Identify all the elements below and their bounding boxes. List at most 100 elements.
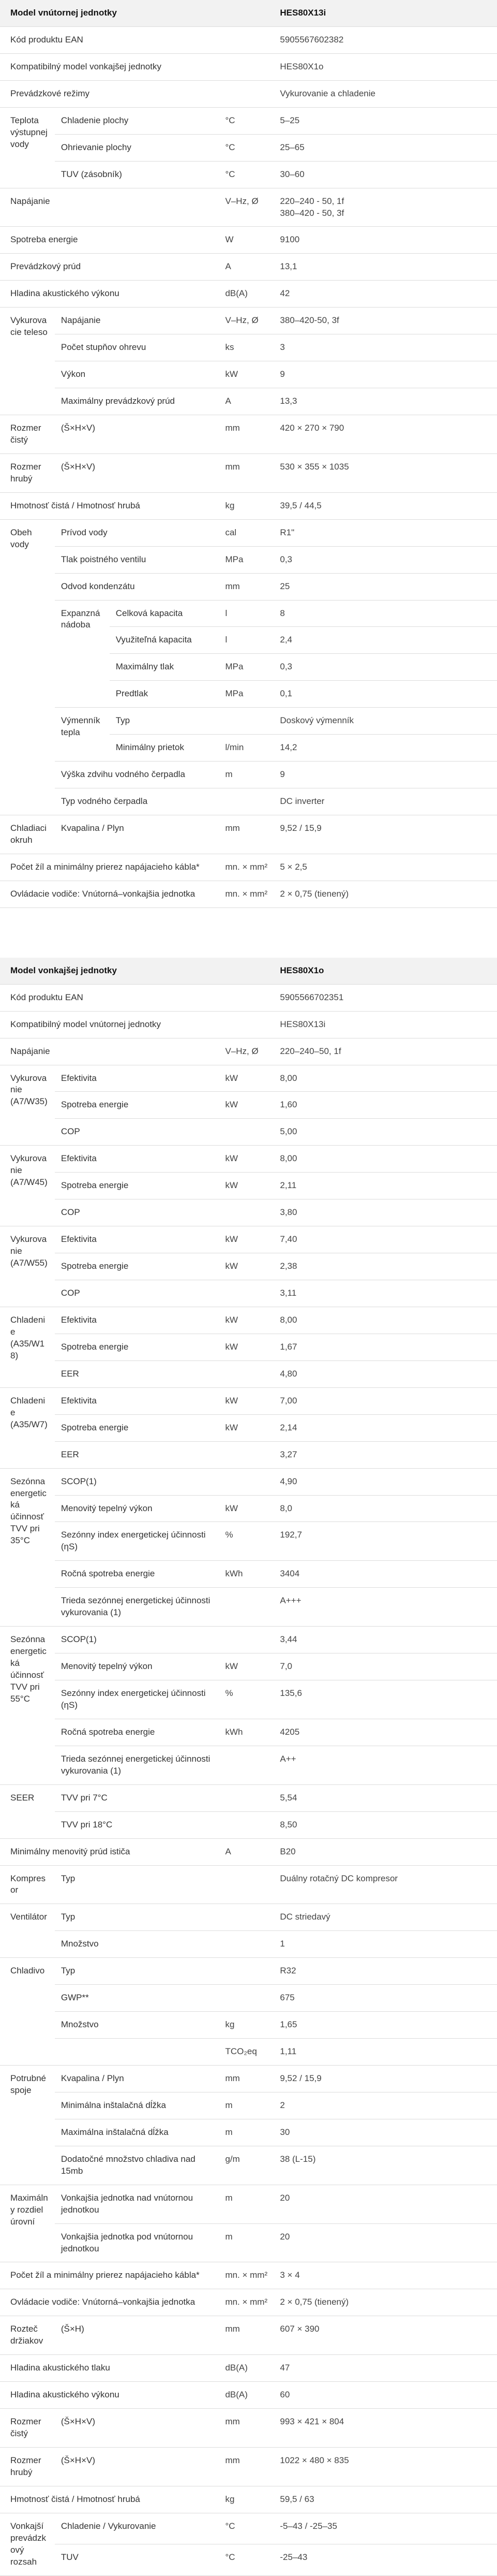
- row-label: Prevádzkové režimy: [0, 80, 274, 108]
- row-unit: [219, 1811, 274, 1839]
- spec-row: Vonkajší prevádzkový rozsah Chladenie / V…: [0, 2513, 497, 2576]
- group-label: Potrubné spoje: [0, 2065, 55, 2185]
- row-value: 380–420-50, 3f: [274, 307, 497, 335]
- spec-row: Počet žíl a minimálny prierez napájacieh…: [0, 2262, 497, 2290]
- row-value: 9,52 / 15,9: [274, 2065, 497, 2092]
- row-unit: [219, 707, 274, 735]
- spec-row: Rozmer hrubý (Š×H×V) mm 1022 × 480 × 835: [0, 2447, 497, 2486]
- row-value: 0,1: [274, 680, 497, 708]
- row-unit: dB(A): [219, 2354, 274, 2382]
- group-subsublabel: Typ: [109, 707, 219, 735]
- row-value: 1: [274, 1930, 497, 1958]
- group-sublabel: Minimálna inštalačná dĺžka: [54, 2092, 219, 2119]
- group-sublabel: Chladenie plochy: [54, 107, 219, 135]
- row-unit: mm: [219, 2408, 274, 2448]
- spec-row: Maximálny tlak MPa 0,3: [0, 653, 497, 681]
- row-sublabel: (Š×H×V): [54, 453, 219, 493]
- group-label: Ventilátor: [0, 1904, 55, 1958]
- row-unit: kg: [219, 2011, 274, 2039]
- row-label: Rozmer čistý: [0, 2408, 55, 2448]
- spec-row: Trieda sezónnej energetickej účinnosti v…: [0, 1746, 497, 1785]
- spec-row: GWP** 675: [0, 1984, 497, 2012]
- row-value: 5905567602382: [274, 26, 497, 54]
- group-sublabel: Ročná spotreba energie: [54, 1560, 219, 1588]
- row-value: R1": [274, 519, 497, 547]
- spec-row: Spotreba energie W 9100: [0, 226, 497, 254]
- row-unit: mm: [219, 2065, 274, 2092]
- group-sublabel: Efektivita: [54, 1307, 219, 1334]
- row-value: 2,38: [274, 1253, 497, 1280]
- row-label: Rozmer hrubý: [0, 2447, 55, 2486]
- row-value: -5–43 / -25–35: [274, 2513, 497, 2545]
- spec-row: Obeh vody Prívod vody cal R1": [0, 519, 497, 816]
- row-unit: mm: [219, 2447, 274, 2486]
- row-value: 5–25: [274, 107, 497, 135]
- row-unit: kW: [219, 1091, 274, 1119]
- group-label: Chladenie (A35/W18): [0, 1307, 55, 1388]
- group-sublabel: Expanzná nádoba: [54, 600, 110, 708]
- spec-row: Rozmer hrubý (Š×H×V) mm 530 × 355 × 1035: [0, 453, 497, 493]
- row-unit: l: [219, 600, 274, 627]
- group-sublabel: TVV pri 18°C: [54, 1811, 219, 1839]
- row-unit: mm: [219, 573, 274, 601]
- row-value: 42: [274, 280, 497, 308]
- group-sublabel: Menovitý tepelný výkon: [54, 1495, 219, 1523]
- group-sublabel: COP: [54, 1118, 219, 1146]
- row-value: A++: [274, 1746, 497, 1785]
- group-sublabel: Efektivita: [54, 1145, 219, 1173]
- spec-row: Spotreba energie kW 2,11: [0, 1172, 497, 1200]
- group-label: Sezónna energetická účinnosť TVV pri 35°…: [0, 1468, 55, 1627]
- group-sublabel: EER: [54, 1441, 219, 1469]
- row-value: A+++: [274, 1587, 497, 1627]
- row-value: 607 × 390: [274, 2316, 497, 2355]
- row-value: DC striedavý: [274, 1904, 497, 1931]
- group-sublabel: EER: [54, 1360, 219, 1388]
- row-value: 20: [274, 2223, 497, 2263]
- spec-row: Ročná spotreba energie kWh 3404: [0, 1560, 497, 1588]
- row-unit: °C: [219, 2544, 274, 2576]
- section-gap: [0, 908, 497, 958]
- row-value: 0,3: [274, 653, 497, 681]
- row-value: Duálny rotačný DC kompresor: [274, 1865, 497, 1905]
- row-unit: [219, 788, 274, 815]
- group-sublabel: Množstvo: [54, 2011, 219, 2039]
- row-unit: mm: [219, 815, 274, 854]
- group-sublabel: Počet stupňov ohrevu: [54, 334, 219, 362]
- row-value: 2 × 0,75 (tienený): [274, 2289, 497, 2317]
- spec-row: Maximálny prevádzkový prúd A 13,3: [0, 388, 497, 415]
- row-value: 3,80: [274, 1199, 497, 1227]
- spec-row: TCO₂eq 1,11: [0, 2038, 497, 2066]
- row-value: 9: [274, 761, 497, 789]
- spec-row: Rozteč držiakov (Š×H) mm 607 × 390: [0, 2316, 497, 2355]
- model-label: Model vonkajšej jednotky: [0, 957, 274, 985]
- row-value: 8,00: [274, 1065, 497, 1092]
- group-sublabel: Výška zdvihu vodného čerpadla: [54, 761, 219, 789]
- row-unit: A: [219, 253, 274, 281]
- row-unit: V–Hz, Ø: [219, 188, 274, 227]
- spec-row: Hladina akustického výkonu dB(A) 42: [0, 280, 497, 308]
- row-unit: kW: [219, 1145, 274, 1173]
- row-unit: l: [219, 626, 274, 654]
- spec-row: COP 3,11: [0, 1280, 497, 1307]
- row-unit: A: [219, 1838, 274, 1866]
- spec-row: Ročná spotreba energie kWh 4205: [0, 1719, 497, 1746]
- row-value: R32: [274, 1957, 497, 1985]
- group-sublabel: SCOP(1): [54, 1468, 219, 1496]
- spec-row: Hmotnosť čistá / Hmotnosť hrubá kg 39,5 / …: [0, 492, 497, 520]
- row-value: B20: [274, 1838, 497, 1866]
- row-label: Spotreba energie: [0, 226, 219, 254]
- row-value: 1,65: [274, 2011, 497, 2039]
- row-unit: kWh: [219, 1560, 274, 1588]
- row-unit: mm: [219, 2316, 274, 2355]
- spec-row: Vykurovanie (A7/W35) Efektivita kW 8,00: [0, 1065, 497, 1146]
- row-value: 8,0: [274, 1495, 497, 1523]
- row-value: 2,4: [274, 626, 497, 654]
- spec-row: Maximálna inštalačná dĺžka m 30: [0, 2119, 497, 2146]
- spec-row: Rozmer čistý (Š×H×V) mm 993 × 421 × 804: [0, 2408, 497, 2448]
- row-unit: cal: [219, 519, 274, 547]
- row-unit: [219, 1118, 274, 1146]
- row-value: 420 × 270 × 790: [274, 415, 497, 454]
- spec-row: Dodatočné množstvo chladiva nad 15mb g/m 3…: [0, 2146, 497, 2185]
- row-label: Počet žíl a minimálny prierez napájacieh…: [0, 2262, 219, 2290]
